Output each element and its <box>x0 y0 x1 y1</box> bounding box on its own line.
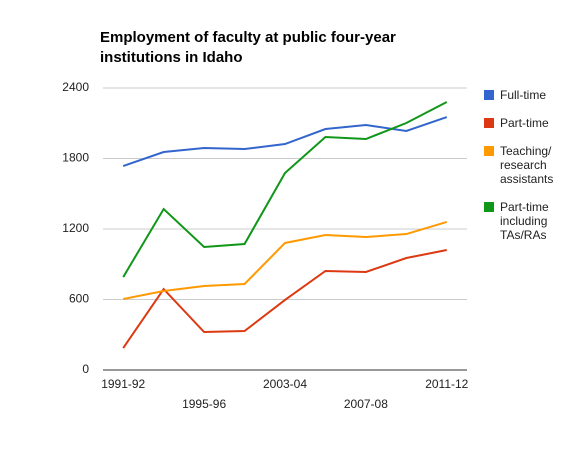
x-tick-label: 2003-04 <box>263 377 307 391</box>
series-line <box>122 249 447 349</box>
x-tick-label: 1995-96 <box>182 397 226 411</box>
legend-swatch <box>484 90 494 100</box>
legend-label: Part-time including TAs/RAs <box>500 200 549 242</box>
series-line <box>123 220 448 301</box>
x-tick-label: 2007-08 <box>344 397 388 411</box>
y-tick-label: 1200 <box>62 221 89 235</box>
x-tick-label: 2011-12 <box>425 377 468 391</box>
legend-swatch <box>484 202 494 212</box>
legend-swatch <box>484 118 494 128</box>
chart-title: Employment of faculty at public four-yea… <box>100 29 396 66</box>
y-tick-label: 600 <box>69 292 89 306</box>
y-tick-label: 2400 <box>62 80 89 94</box>
y-tick-label: 1800 <box>62 151 89 165</box>
legend-label: Full-time <box>500 88 547 102</box>
legend-label: Teaching/ research assistants <box>500 144 554 186</box>
legend-swatch <box>484 146 494 156</box>
legend-label: Part-time <box>500 116 549 130</box>
y-tick-label: 0 <box>82 362 89 376</box>
x-tick-label: 1991-92 <box>101 377 145 391</box>
series-line <box>122 101 448 278</box>
